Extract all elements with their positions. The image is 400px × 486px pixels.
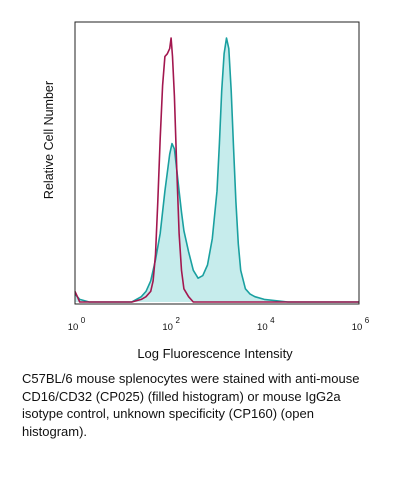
x-tick-base: 10: [68, 322, 79, 333]
x-axis-label: Log Fluorescence Intensity: [137, 346, 293, 361]
x-tick-exponent: 2: [175, 316, 180, 325]
x-tick-base: 10: [257, 322, 268, 333]
filled-histogram-area: [75, 38, 359, 302]
x-tick-label: 106: [352, 316, 370, 333]
x-tick-label: 100: [68, 316, 86, 333]
x-tick-base: 10: [162, 322, 173, 333]
x-tick-exponent: 0: [81, 316, 86, 325]
open-histogram-line: [74, 37, 359, 303]
x-tick-exponent: 6: [365, 316, 370, 325]
plot-frame: [74, 21, 360, 305]
figure-caption: C57BL/6 mouse splenocytes were stained w…: [22, 371, 360, 439]
x-tick-exponent: 4: [270, 316, 275, 325]
y-axis-label-text: Relative Cell Number: [42, 80, 56, 200]
x-tick-label: 104: [257, 316, 275, 333]
series-layer: [74, 37, 359, 303]
x-tick-label: 102: [162, 316, 180, 333]
filled-histogram-line: [74, 37, 359, 303]
x-tick-base: 10: [352, 322, 363, 333]
